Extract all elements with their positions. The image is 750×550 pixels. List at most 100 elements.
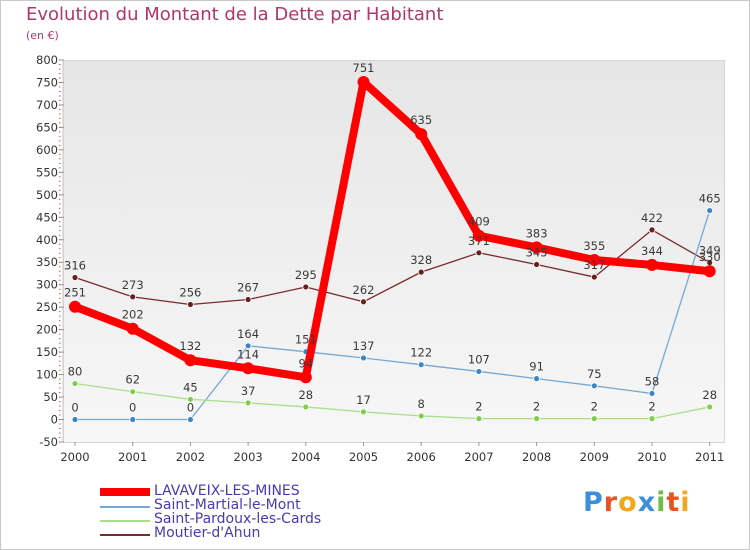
y-tick-label: 100 [36, 368, 58, 382]
data-point [415, 128, 428, 141]
legend-label: Moutier-d'Ahun [154, 525, 261, 541]
chart-title: Evolution du Montant de la Dette par Hab… [26, 4, 444, 25]
x-tick-label: 2004 [291, 450, 320, 464]
data-label: 317 [583, 258, 605, 272]
legend-swatch [100, 488, 150, 496]
data-label: 107 [468, 352, 490, 366]
y-tick-label: 700 [36, 98, 58, 112]
x-tick-label: 2001 [118, 450, 147, 464]
y-tick-label: 600 [36, 143, 58, 157]
data-point [244, 296, 252, 303]
data-label: 58 [645, 374, 660, 388]
data-point [648, 390, 656, 397]
data-point [69, 300, 81, 313]
data-point [71, 380, 79, 387]
data-point [648, 226, 656, 234]
y-tick-label: 550 [36, 165, 58, 179]
logo-letter: x [637, 487, 657, 518]
data-label: 751 [353, 61, 375, 75]
data-label: 262 [353, 283, 375, 297]
data-point [302, 283, 310, 291]
x-tick-label: 2003 [233, 450, 262, 464]
unit-label: (en €) [26, 29, 59, 42]
data-label: 422 [641, 211, 663, 225]
logo-letter: t [666, 487, 681, 518]
y-tick-label: 300 [36, 278, 58, 292]
x-tick-label: 2002 [176, 450, 205, 464]
y-tick-label: 250 [36, 300, 58, 314]
data-point [129, 388, 137, 396]
y-tick-label: 650 [36, 120, 58, 134]
data-point [71, 274, 79, 281]
logo-letter: i [680, 487, 691, 518]
data-label: 28 [702, 388, 717, 402]
x-tick-label: 2009 [580, 450, 609, 464]
data-label: 75 [587, 367, 602, 381]
y-tick-label: 0 [51, 413, 58, 427]
data-point [533, 375, 540, 383]
data-label: 345 [526, 245, 548, 259]
y-tick-label: 800 [36, 53, 58, 67]
data-label: 114 [237, 347, 259, 361]
y-tick-label: 50 [43, 390, 58, 404]
data-label: 251 [64, 286, 86, 300]
data-label: 37 [241, 384, 256, 398]
data-label: 349 [699, 244, 721, 258]
logo-letter: r [603, 487, 619, 518]
data-label: 17 [356, 393, 371, 407]
data-point [590, 382, 598, 390]
data-point [417, 268, 425, 276]
data-label: 2 [533, 400, 540, 414]
y-tick-label: -50 [39, 435, 58, 449]
data-point [533, 261, 540, 268]
data-label: 0 [71, 401, 78, 415]
data-label: 164 [237, 327, 259, 341]
x-tick-label: 2005 [349, 450, 378, 464]
legend-label: LAVAVEIX-LES-MINES [154, 483, 300, 499]
data-point [244, 399, 252, 407]
legend-label: Saint-Pardoux-les-Cards [154, 511, 322, 527]
data-label: 267 [237, 281, 259, 295]
data-point [71, 416, 79, 423]
data-label: 122 [410, 346, 432, 360]
logo-letter: i [656, 487, 667, 518]
data-label: 91 [529, 360, 544, 374]
data-label: 2 [475, 400, 482, 414]
data-label: 465 [699, 192, 721, 206]
data-point [533, 415, 540, 423]
data-label: 0 [187, 401, 194, 415]
data-label: 80 [68, 365, 83, 379]
data-label: 256 [179, 285, 201, 299]
y-tick-label: 750 [36, 75, 58, 89]
data-point [360, 408, 367, 416]
x-tick-label: 2000 [60, 450, 89, 464]
data-point [357, 76, 370, 89]
data-point [475, 415, 483, 423]
data-label: 202 [122, 308, 144, 322]
data-label: 62 [125, 373, 140, 387]
data-label: 0 [129, 401, 136, 415]
data-label: 2 [648, 400, 655, 414]
data-point [360, 354, 367, 362]
data-point [126, 322, 139, 335]
data-point [648, 415, 656, 423]
legend-label: Saint-Martial-le-Mont [154, 497, 301, 513]
data-label: 371 [468, 234, 490, 248]
data-label: 8 [418, 397, 425, 411]
x-tick-label: 2008 [522, 450, 551, 464]
y-tick-label: 400 [36, 233, 58, 247]
series-line [74, 382, 711, 420]
data-point [706, 207, 714, 214]
plot-area [63, 60, 725, 443]
series-line [74, 209, 711, 421]
data-point [706, 403, 714, 411]
data-label: 132 [179, 339, 201, 353]
data-label: 330 [699, 250, 721, 264]
data-point [590, 415, 598, 423]
data-label: 273 [122, 278, 144, 292]
data-label: 328 [410, 253, 432, 267]
logo-letter: P [583, 487, 604, 518]
data-point [184, 354, 197, 367]
data-label: 355 [583, 239, 605, 253]
